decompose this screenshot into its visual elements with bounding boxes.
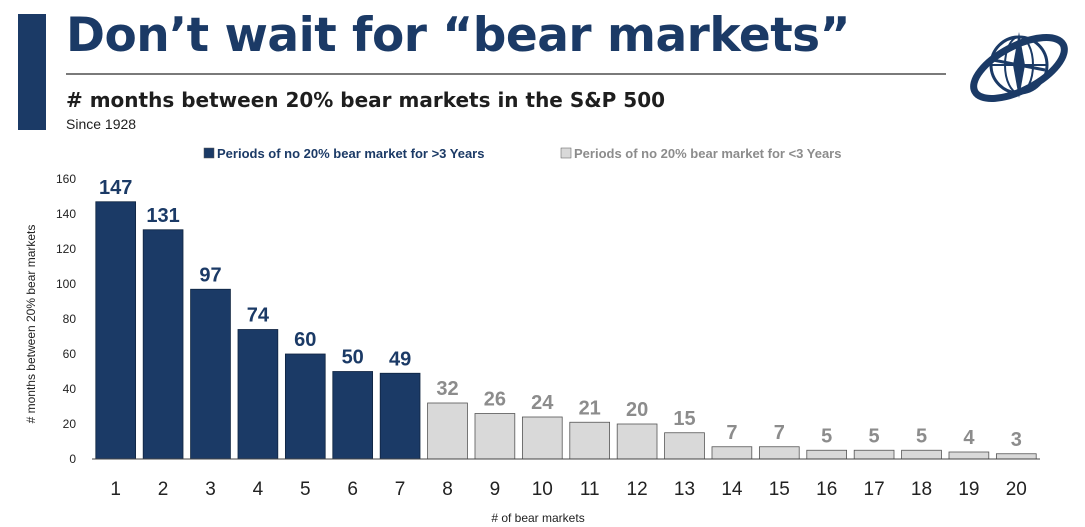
x-axis-title: # of bear markets [491, 511, 584, 525]
x-tick-label: 5 [300, 479, 311, 500]
bar-value-label: 147 [99, 177, 132, 199]
accent-bar [18, 14, 46, 130]
since-note: Since 1928 [66, 116, 137, 132]
bar-value-label: 32 [436, 378, 458, 400]
bar-11 [569, 421, 611, 460]
x-tick-label: 4 [253, 479, 264, 500]
x-tick-label: 1 [110, 479, 121, 500]
bar-12 [616, 423, 658, 460]
bar-value-label: 24 [531, 392, 554, 414]
bar-17 [853, 449, 895, 460]
x-tick-label: 7 [395, 479, 406, 500]
bar-value-label: 15 [673, 408, 695, 430]
x-tick-label: 20 [1006, 479, 1027, 500]
bar-14 [711, 446, 753, 460]
bar-value-label: 131 [146, 205, 179, 227]
legend-label-long: Periods of no 20% bear market for >3 Yea… [217, 146, 484, 161]
legend-swatch-short [560, 147, 572, 159]
x-tick-label: 6 [347, 479, 358, 500]
bar-16 [806, 449, 848, 460]
y-tick-label: 0 [69, 452, 76, 466]
bar-value-label: 5 [869, 425, 880, 447]
y-axis: 0 20 40 60 80 100 120 140 160 [56, 172, 76, 466]
bar-value-label: 50 [342, 347, 364, 369]
bar-value-label: 74 [247, 305, 270, 327]
bar-value-label: 3 [1011, 429, 1022, 451]
y-tick-label: 20 [63, 417, 77, 431]
bar-value-label: 5 [916, 425, 927, 447]
bar-10 [521, 416, 563, 460]
bar-value-label: 5 [821, 425, 832, 447]
x-tick-label: 11 [580, 479, 600, 500]
bar-2 [142, 229, 184, 460]
y-axis-title: # months between 20% bear markets [24, 225, 38, 424]
bar-value-label: 4 [963, 427, 975, 449]
bar-value-label: 97 [199, 264, 221, 286]
x-tick-label: 9 [490, 479, 501, 500]
x-tick-label: 14 [721, 479, 743, 500]
x-axis: 1 2 3 4 5 6 7 8 9 10 11 12 13 14 15 16 17 18 19 20 [110, 479, 1026, 500]
x-tick-label: 15 [769, 479, 790, 500]
legend-label-short: Periods of no 20% bear market for <3 Yea… [574, 146, 841, 161]
bar-1 [95, 201, 137, 460]
bar-value-label: 26 [484, 389, 506, 411]
bar-15 [758, 446, 800, 460]
x-tick-label: 17 [864, 479, 885, 500]
bar-3 [190, 288, 231, 460]
x-tick-label: 3 [205, 479, 216, 500]
bar-4 [237, 329, 279, 460]
legend-swatch-long [203, 147, 215, 159]
bar-value-label: 20 [626, 399, 648, 421]
bar-value-label: 7 [774, 422, 785, 444]
x-tick-label: 16 [816, 479, 837, 500]
legend: Periods of no 20% bear market for >3 Yea… [203, 146, 841, 161]
y-tick-label: 160 [56, 172, 76, 186]
bar-19 [948, 451, 990, 460]
bar-value-label: 21 [579, 397, 601, 419]
bar-9 [474, 413, 516, 460]
y-tick-label: 60 [63, 347, 77, 361]
y-tick-label: 40 [63, 382, 77, 396]
y-tick-label: 80 [63, 312, 77, 326]
compass-globe-logo [970, 32, 1068, 102]
bar-value-label: 49 [389, 348, 411, 370]
bar-20 [995, 453, 1037, 460]
x-tick-label: 8 [442, 479, 453, 500]
x-tick-label: 19 [958, 479, 979, 500]
bar-5 [284, 353, 326, 460]
x-tick-label: 18 [911, 479, 932, 500]
bar-18 [901, 449, 942, 460]
y-tick-label: 120 [56, 242, 76, 256]
page-title: Don’t wait for “bear markets” [66, 8, 851, 63]
x-tick-label: 13 [674, 479, 695, 500]
bar-13 [664, 432, 705, 460]
bar-8 [427, 402, 468, 460]
chart-subtitle: # months between 20% bear markets in the… [66, 88, 666, 112]
title-divider [66, 73, 946, 75]
bar-value-label: 60 [294, 329, 316, 351]
bars: 147 131 97 74 60 50 49 32 26 24 21 20 15 7 7 5 5 5 4 3 [95, 177, 1037, 460]
bar-6 [332, 371, 374, 460]
bar-value-label: 7 [726, 422, 737, 444]
y-tick-label: 140 [56, 207, 76, 221]
x-tick-label: 10 [532, 479, 553, 500]
y-tick-label: 100 [56, 277, 76, 291]
x-tick-label: 12 [627, 479, 648, 500]
bar-7 [379, 372, 421, 460]
x-tick-label: 2 [158, 479, 169, 500]
